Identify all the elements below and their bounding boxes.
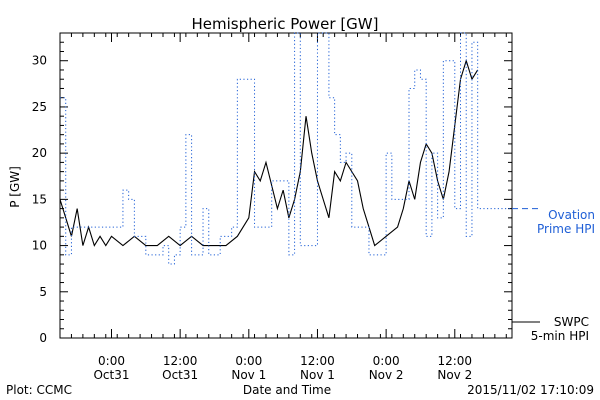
x-tick-label-time: 0:00 — [98, 354, 125, 368]
legend-ovation-label-2: Prime HPI — [537, 222, 595, 236]
footer-timestamp: 2015/11/02 17:10:09 — [467, 383, 594, 397]
x-tick-label-date: Nov 2 — [369, 368, 404, 382]
x-tick-label-date: Nov 1 — [300, 368, 335, 382]
x-tick-label-time: 12:00 — [163, 354, 198, 368]
y-axis-label: P [GW] — [8, 166, 22, 208]
y-tick-label: 0 — [39, 331, 47, 345]
x-tick-label-date: Oct31 — [93, 368, 129, 382]
x-axis-label: Date and Time — [243, 383, 331, 397]
legend-swpc-label-2: 5-min HPI — [531, 329, 589, 343]
chart-title: Hemispheric Power [GW] — [192, 15, 379, 33]
y-tick-label: 20 — [32, 146, 47, 160]
x-tick-label-time: 12:00 — [437, 354, 472, 368]
x-tick-label-date: Nov 1 — [231, 368, 266, 382]
x-tick-label-time: 0:00 — [235, 354, 262, 368]
y-tick-label: 5 — [39, 285, 47, 299]
y-tick-label: 30 — [32, 54, 47, 68]
x-tick-label-time: 0:00 — [373, 354, 400, 368]
x-tick-label-date: Oct31 — [162, 368, 198, 382]
plot-frame — [59, 32, 513, 339]
y-tick-label: 15 — [32, 192, 47, 206]
y-tick-label: 10 — [32, 239, 47, 253]
footer-plot-credit: Plot: CCMC — [6, 383, 72, 397]
legend-ovation-label: Ovation — [548, 208, 595, 222]
legend-swpc-label: SWPC — [554, 315, 589, 329]
ovation-prime-series — [60, 32, 512, 265]
y-tick-label: 25 — [32, 100, 47, 114]
swpc-hpi-series — [59, 58, 479, 247]
x-tick-label-date: Nov 2 — [437, 368, 472, 382]
x-tick-label-time: 12:00 — [300, 354, 335, 368]
